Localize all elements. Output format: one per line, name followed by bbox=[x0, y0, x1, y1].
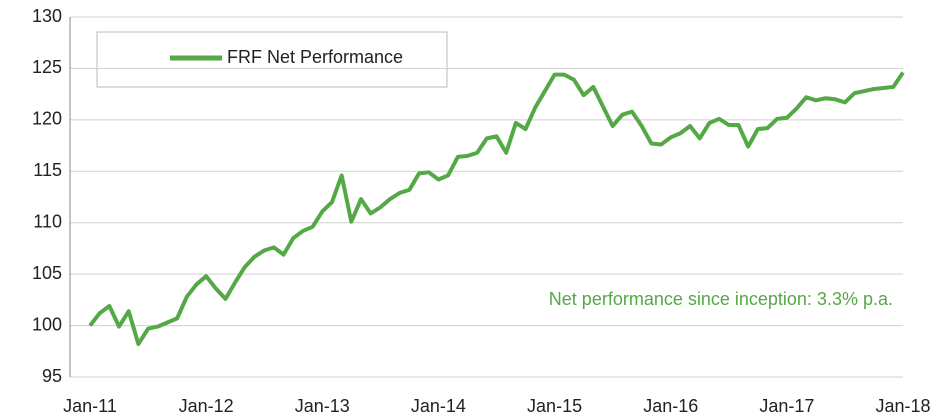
x-tick-label: Jan-17 bbox=[759, 396, 814, 416]
x-tick-label: Jan-15 bbox=[527, 396, 582, 416]
y-tick-label: 95 bbox=[42, 366, 62, 386]
x-tick-label: Jan-16 bbox=[643, 396, 698, 416]
y-tick-label: 110 bbox=[33, 211, 62, 231]
x-tick-label: Jan-12 bbox=[179, 396, 234, 416]
x-tick-label: Jan-11 bbox=[63, 396, 117, 416]
y-tick-label: 125 bbox=[32, 57, 62, 77]
y-tick-label: 115 bbox=[33, 160, 62, 180]
x-tick-label: Jan-13 bbox=[295, 396, 350, 416]
y-tick-label: 105 bbox=[32, 263, 62, 283]
y-tick-label: 100 bbox=[32, 314, 62, 334]
x-tick-label: Jan-14 bbox=[411, 396, 466, 416]
x-tick-label: Jan-18 bbox=[875, 396, 930, 416]
annotation: Net performance since inception: 3.3% p.… bbox=[549, 289, 893, 309]
legend-box bbox=[96, 31, 448, 88]
y-tick-label: 120 bbox=[32, 109, 62, 129]
legend-label: FRF Net Performance bbox=[227, 47, 403, 67]
y-tick-label: 130 bbox=[32, 6, 62, 26]
series-line bbox=[88, 71, 905, 347]
